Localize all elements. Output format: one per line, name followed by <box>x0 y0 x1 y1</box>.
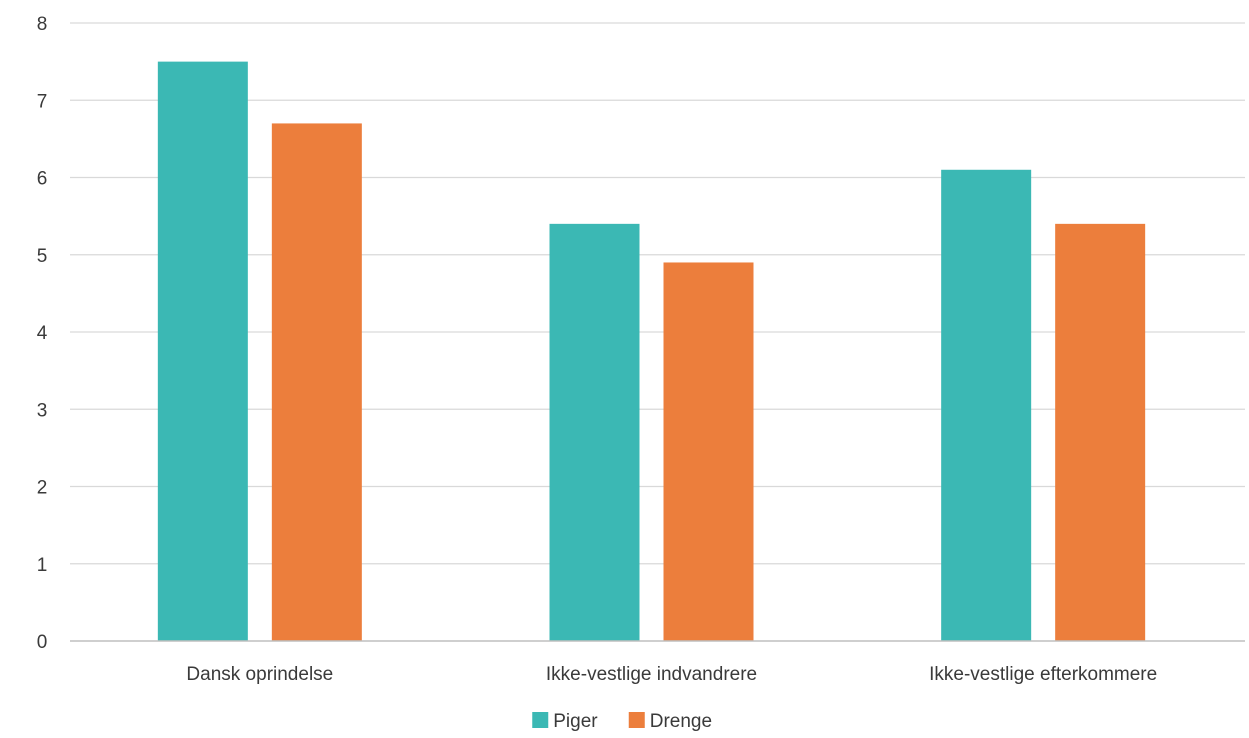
y-tick-label: 6 <box>37 169 48 190</box>
gridlines <box>70 22 1245 565</box>
y-tick-label: 8 <box>37 14 48 35</box>
y-axis-ticks: 0 1 2 3 4 5 6 7 8 <box>37 14 48 653</box>
y-tick-label: 1 <box>37 555 48 576</box>
bar-drenge <box>1055 223 1146 641</box>
bar-drenge <box>271 123 362 642</box>
y-tick-label: 3 <box>37 400 48 421</box>
x-category-label: Ikke-vestlige efterkommere <box>929 664 1157 685</box>
bar-drenge <box>663 262 754 641</box>
bar-piger <box>157 61 248 641</box>
y-tick-label: 7 <box>37 91 48 112</box>
legend-swatch <box>628 712 645 728</box>
legend: Piger Drenge <box>532 711 712 732</box>
x-axis-categories: Dansk oprindelse Ikke-vestlige indvandrer… <box>186 664 1157 685</box>
legend-swatch <box>532 712 549 728</box>
y-tick-label: 4 <box>37 323 48 344</box>
legend-label: Drenge <box>650 711 712 732</box>
y-tick-label: 2 <box>37 478 48 499</box>
legend-label: Piger <box>553 711 598 732</box>
bar-piger <box>549 223 640 641</box>
y-tick-label: 5 <box>37 246 48 267</box>
bar-piger <box>941 169 1032 641</box>
y-tick-label: 0 <box>37 632 48 653</box>
x-category-label: Dansk oprindelse <box>186 664 333 685</box>
x-category-label: Ikke-vestlige indvandrere <box>546 664 757 685</box>
bars <box>157 61 1146 642</box>
